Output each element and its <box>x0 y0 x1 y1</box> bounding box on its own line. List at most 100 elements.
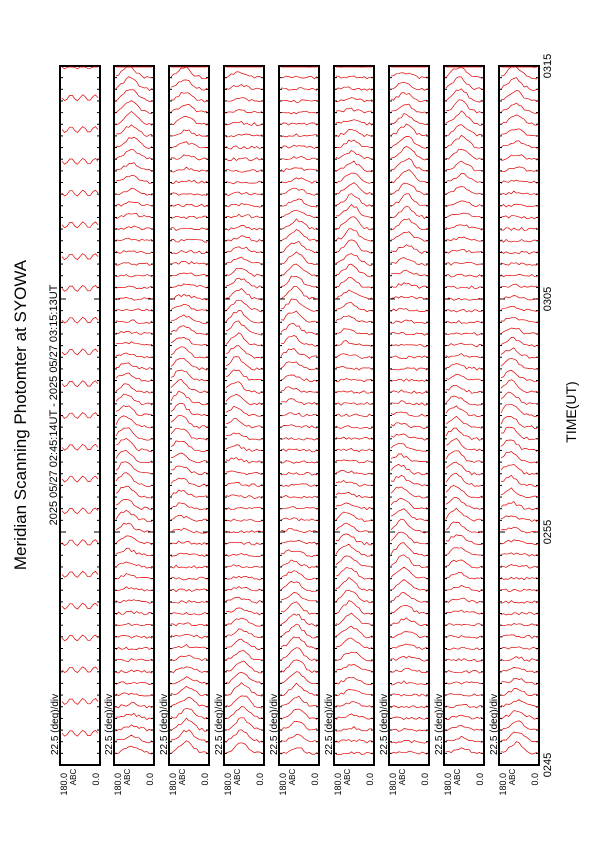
scan-trace <box>390 113 428 125</box>
scan-trace <box>390 474 428 487</box>
scan-panel-4: 22.5 (deg)/div 180.0 0.0 ABC <box>214 65 265 796</box>
scan-trace <box>170 261 208 266</box>
scan-trace <box>225 256 263 266</box>
y-tick-label-max: 180.0 <box>388 773 398 796</box>
scan-trace <box>225 202 263 208</box>
scan-trace <box>335 97 373 103</box>
scan-trace <box>445 725 483 732</box>
scan-trace <box>390 486 428 499</box>
scan-trace <box>335 663 373 672</box>
scan-trace <box>390 136 428 149</box>
scan-trace <box>500 369 538 383</box>
scan-trace <box>335 263 373 278</box>
scan-trace <box>225 530 263 534</box>
scale-label: 22.5 (deg)/div <box>159 694 170 755</box>
scan-trace <box>500 688 538 697</box>
scan-trace <box>170 666 208 674</box>
scan-trace <box>115 646 153 651</box>
scan-trace <box>226 717 263 731</box>
scan-trace <box>390 123 428 136</box>
scan-trace <box>445 384 483 394</box>
scan-trace <box>445 427 483 441</box>
scan-trace <box>225 553 263 557</box>
scan-trace <box>390 728 428 732</box>
scan-trace <box>445 353 483 359</box>
scan-trace <box>61 698 99 705</box>
scan-trace <box>445 160 483 172</box>
scan-trace <box>170 293 208 301</box>
scan-trace <box>170 403 208 417</box>
scan-trace <box>61 602 99 610</box>
scan-trace <box>500 678 538 685</box>
scan-trace <box>500 403 538 418</box>
scan-trace <box>390 463 428 476</box>
scan-trace <box>280 310 318 323</box>
scan-trace <box>335 425 373 429</box>
scan-trace <box>115 658 153 662</box>
scan-trace <box>225 109 263 114</box>
scan-trace <box>170 729 208 744</box>
scan-trace <box>225 288 263 301</box>
scan-trace <box>445 704 483 709</box>
scan-trace <box>170 588 208 593</box>
scan-trace <box>61 157 99 165</box>
scan-trace <box>115 393 153 406</box>
scan-trace <box>390 655 428 662</box>
scan-trace <box>115 187 153 196</box>
scan-trace <box>446 609 483 615</box>
scan-trace <box>225 742 263 754</box>
channel-marks: ABC <box>178 769 187 786</box>
scan-trace <box>390 705 428 709</box>
scan-trace <box>335 289 373 300</box>
scan-trace <box>390 740 428 744</box>
scan-trace <box>445 148 483 161</box>
scan-trace <box>170 489 208 498</box>
channel-marks: ABC <box>69 769 78 786</box>
scan-trace <box>280 636 318 650</box>
scan-trace <box>225 482 263 487</box>
scan-trace <box>171 154 208 161</box>
scan-trace <box>115 66 153 79</box>
scan-trace <box>445 405 483 418</box>
scan-trace <box>170 477 208 488</box>
scan-trace <box>445 134 483 149</box>
scan-trace <box>500 140 538 149</box>
scan-trace <box>335 637 373 650</box>
scan-trace <box>445 497 483 510</box>
scan-trace <box>115 712 153 721</box>
scan-trace <box>170 514 208 522</box>
scan-trace <box>225 120 263 126</box>
scan-trace <box>390 442 428 452</box>
scan-trace <box>115 472 153 488</box>
scan-trace <box>390 205 428 220</box>
scan-trace <box>225 494 263 499</box>
chart-title: Meridian Scanning Photomter at SYOWA <box>11 259 30 570</box>
scan-trace <box>445 200 483 208</box>
scan-trace <box>445 571 483 580</box>
scan-trace <box>225 71 263 79</box>
scan-trace <box>170 192 208 196</box>
scan-trace <box>115 175 153 184</box>
scan-trace <box>500 656 538 662</box>
scan-trace <box>170 116 208 126</box>
scan-trace <box>225 133 263 138</box>
scan-trace <box>280 275 318 288</box>
scan-trace <box>500 391 538 405</box>
scan-trace <box>170 612 208 616</box>
x-axis-tick-labels: 0245 0255 0305 0315 <box>542 54 554 777</box>
scan-trace <box>61 475 99 483</box>
scan-trace <box>500 347 538 359</box>
scan-trace <box>500 154 538 161</box>
scan-trace <box>225 345 263 359</box>
scan-trace <box>445 415 483 429</box>
scan-trace <box>500 552 538 557</box>
scan-trace <box>225 564 263 569</box>
scan-trace <box>390 693 428 697</box>
scan-trace <box>61 539 99 546</box>
scan-trace <box>170 179 208 184</box>
scan-trace <box>280 209 318 219</box>
panel-frame <box>388 65 430 766</box>
scan-trace <box>390 169 428 184</box>
scan-trace <box>170 215 208 220</box>
